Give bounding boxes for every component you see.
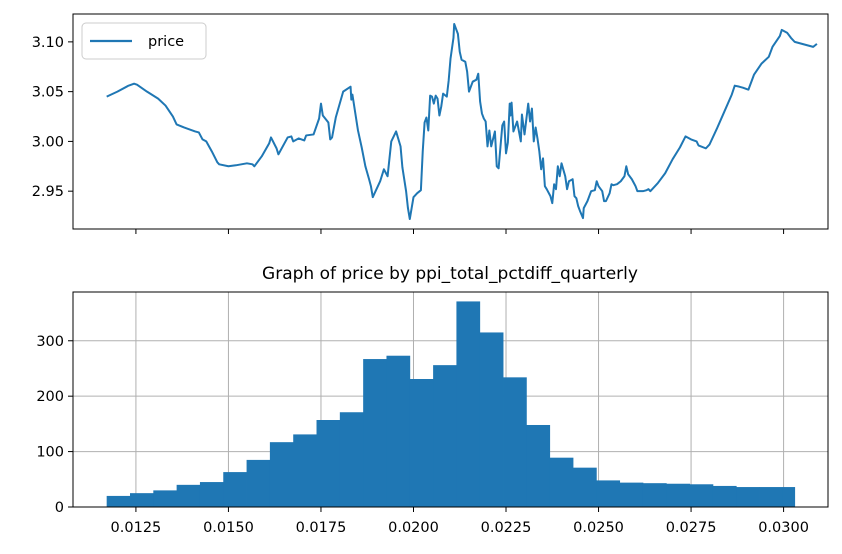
histogram-x-tick-label-5: 0.0250: [573, 520, 624, 536]
histogram-bar-25: [689, 484, 714, 507]
line-chart-panel: 2.95 3.00 3.05 3.10 price: [32, 13, 829, 234]
histogram-panel: Graph of price by ppi_total_pctdiff_quar…: [36, 264, 829, 536]
histogram-bar-21: [596, 480, 621, 507]
histogram-bar-3: [176, 484, 201, 507]
histogram-frame: [72, 291, 829, 508]
histogram-x-tick-label-2: 0.0175: [296, 520, 347, 536]
histogram-bar-4: [199, 482, 224, 507]
histogram-y-tick-label-1: 100: [36, 445, 64, 461]
histogram-title: Graph of price by ppi_total_pctdiff_quar…: [262, 264, 638, 284]
histogram-bar-22: [619, 482, 644, 507]
histogram-bar-10: [339, 412, 364, 507]
histogram-x-tick-label-4: 0.0225: [481, 520, 532, 536]
histogram-bar-26: [712, 485, 737, 507]
line-chart-x-ticks: [135, 229, 785, 234]
line-chart-legend: price: [81, 22, 207, 60]
line-series-price: [106, 22, 818, 221]
legend-label-price: price: [148, 34, 184, 50]
histogram-x-tick-label-3: 0.0200: [388, 520, 439, 536]
histogram-bar-28: [759, 487, 784, 507]
histogram-bar-23: [642, 483, 667, 507]
histogram-bar-15: [456, 301, 481, 507]
histogram-y-ticks: 0 100 200 300: [36, 334, 73, 516]
histogram-bars: [106, 301, 796, 507]
histogram-bar-11: [363, 359, 387, 507]
histogram-x-tick-label-7: 0.0300: [758, 520, 809, 536]
histogram-y-tick-label-3: 300: [36, 334, 64, 350]
line-chart-y-tick-label-3: 3.10: [32, 35, 64, 51]
histogram-x-tick-label-0: 0.0125: [111, 520, 162, 536]
line-chart-y-tick-label-1: 3.00: [32, 134, 64, 150]
histogram-bar-7: [269, 442, 294, 507]
histogram-bar-5: [223, 472, 247, 507]
histogram-bar-19: [549, 457, 574, 507]
histogram-bar-16: [479, 332, 504, 507]
line-chart-y-ticks: 2.95 3.00 3.05 3.10: [32, 35, 73, 200]
histogram-bar-1: [130, 493, 154, 507]
histogram-x-tick-label-6: 0.0275: [666, 520, 717, 536]
histogram-bar-0: [106, 495, 131, 507]
histogram-bar-9: [316, 420, 341, 507]
histogram-bar-17: [503, 377, 527, 507]
histogram-bar-2: [153, 490, 178, 507]
histogram-bar-29: [782, 487, 796, 507]
legend-box: [81, 22, 207, 60]
histogram-bar-20: [573, 467, 597, 507]
histogram-bar-6: [246, 459, 271, 507]
line-chart-y-tick-label-2: 3.05: [32, 85, 64, 101]
histogram-bar-13: [409, 379, 434, 507]
histogram-bar-12: [386, 355, 411, 507]
line-chart-frame: [72, 13, 829, 230]
histogram-y-tick-label-0: 0: [55, 500, 64, 516]
histogram-x-ticks: 0.0125 0.0150 0.0175 0.0200 0.0225 0.0250 0.02…: [111, 507, 809, 536]
histogram-x-tick-label-1: 0.0150: [203, 520, 254, 536]
histogram-bar-14: [433, 365, 457, 507]
line-chart-series-layer: [106, 22, 818, 221]
histogram-bar-27: [736, 487, 760, 507]
line-chart-y-tick-label-0: 2.95: [32, 184, 64, 200]
histogram-bar-18: [526, 424, 551, 507]
histogram-bar-8: [293, 434, 317, 507]
histogram-bar-24: [666, 483, 690, 507]
histogram-y-tick-label-2: 200: [36, 389, 64, 405]
